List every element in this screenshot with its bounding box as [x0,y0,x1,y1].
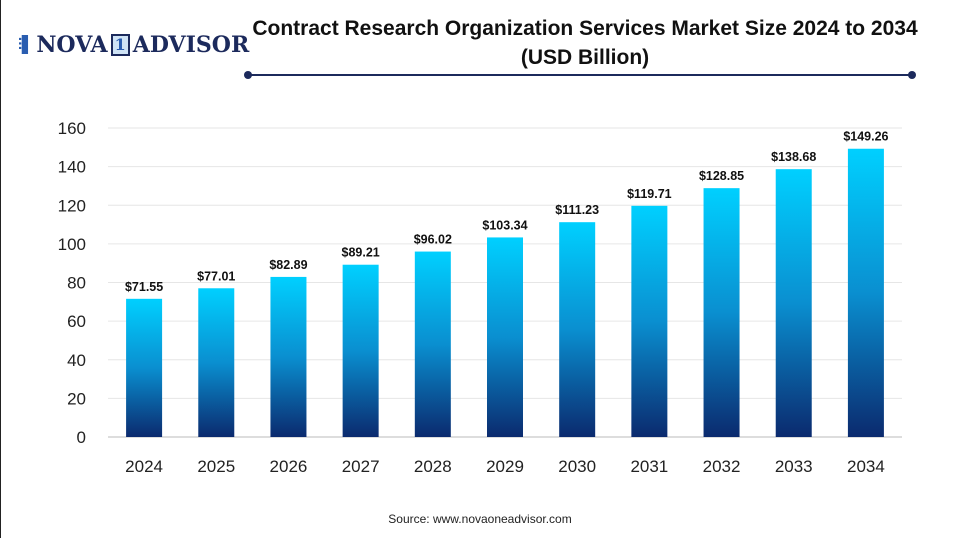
title-rule [248,74,914,76]
y-tick-label: 40 [67,351,86,370]
bar-2029 [487,237,523,437]
y-tick-label: 0 [77,428,86,447]
data-label: $71.55 [125,280,163,294]
y-tick-label: 100 [58,235,86,254]
data-label: $149.26 [843,130,888,144]
x-tick-label: 2030 [558,457,596,476]
bar-2034 [847,148,884,437]
x-tick-label: 2026 [270,457,308,476]
y-tick-label: 80 [67,274,86,293]
x-tick-label: 2025 [197,457,235,476]
data-label: $96.02 [414,233,452,247]
data-label: $82.89 [269,258,307,272]
data-label: $138.68 [771,150,816,164]
nova-advisor-logo: ⫶▌ NOVA 1 ADVISOR [18,32,249,58]
source-note: Source: www.novaoneadvisor.com [388,512,572,526]
data-label: $128.85 [699,169,744,183]
bar-2025 [198,288,235,437]
bar-2024 [126,298,163,437]
bar-2026 [270,276,307,437]
data-label: $89.21 [342,246,380,260]
x-tick-label: 2028 [414,457,452,476]
rule-dot [244,71,252,79]
data-label: $77.01 [197,269,235,283]
bar-2028 [414,251,451,437]
logo-text: ADVISOR [132,32,250,58]
y-tick-label: 20 [67,389,86,408]
x-tick-label: 2033 [775,457,813,476]
data-label: $103.34 [482,218,527,232]
y-tick-label: 160 [58,119,86,138]
y-tick-label: 140 [58,158,86,177]
logo-number: 1 [110,34,130,56]
bar-chart-logo-icon: ⫶▌ [18,35,35,54]
bar-2033 [775,169,812,437]
bar-2030 [559,222,596,437]
y-tick-label: 120 [58,196,86,215]
bar-2031 [631,205,668,437]
x-tick-label: 2031 [630,457,668,476]
x-tick-label: 2029 [486,457,524,476]
x-tick-label: 2027 [342,457,380,476]
x-tick-label: 2024 [125,457,163,476]
x-tick-label: 2032 [703,457,741,476]
logo-text: NOVA [36,32,108,58]
y-tick-label: 60 [67,312,86,331]
data-label: $111.23 [555,203,599,217]
data-label: $119.71 [627,187,672,201]
rule-dot [908,71,916,79]
chart-title: Contract Research Organization Services … [252,17,918,69]
bar-2032 [703,188,740,437]
x-tick-label: 2034 [847,457,885,476]
bar-2027 [342,264,379,437]
